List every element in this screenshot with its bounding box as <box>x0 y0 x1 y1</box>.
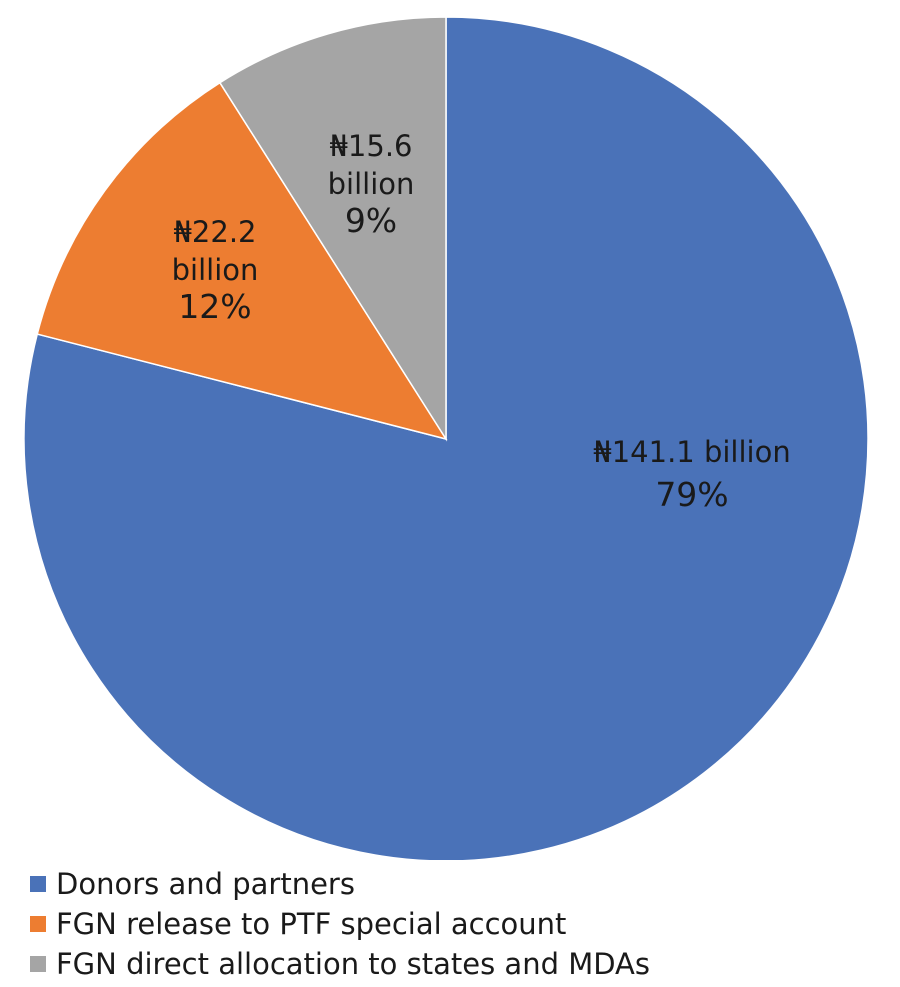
slice-percent-label: 9% <box>345 201 397 240</box>
pie-chart: ₦141.1 billion79%₦22.2billion12%₦15.6bil… <box>23 16 869 860</box>
slice-value-label: ₦22.2 <box>173 215 256 249</box>
legend-item: FGN direct allocation to states and MDAs <box>30 944 650 984</box>
pie-slices <box>23 16 869 860</box>
slice-value-label: billion <box>172 253 259 287</box>
pie-slice-2 <box>36 81 448 441</box>
slice-value-label: billion <box>328 167 415 201</box>
pie-slice-3 <box>218 16 447 442</box>
slice-percent-label: 79% <box>655 475 728 514</box>
legend-swatch <box>30 956 46 972</box>
slice-value-label: ₦141.1 billion <box>593 435 790 469</box>
legend-label: FGN direct allocation to states and MDAs <box>56 947 650 981</box>
slice-value-label: ₦15.6 <box>329 129 412 163</box>
legend-item: Donors and partners <box>30 864 650 904</box>
slice-percent-label: 12% <box>178 287 251 326</box>
chart-legend: Donors and partners FGN release to PTF sp… <box>30 864 650 984</box>
legend-item: FGN release to PTF special account <box>30 904 650 944</box>
pie-labels: ₦141.1 billion79%₦22.2billion12%₦15.6bil… <box>172 129 791 514</box>
legend-swatch <box>30 876 46 892</box>
legend-label: Donors and partners <box>56 867 355 901</box>
legend-label: FGN release to PTF special account <box>56 907 567 941</box>
legend-swatch <box>30 916 46 932</box>
